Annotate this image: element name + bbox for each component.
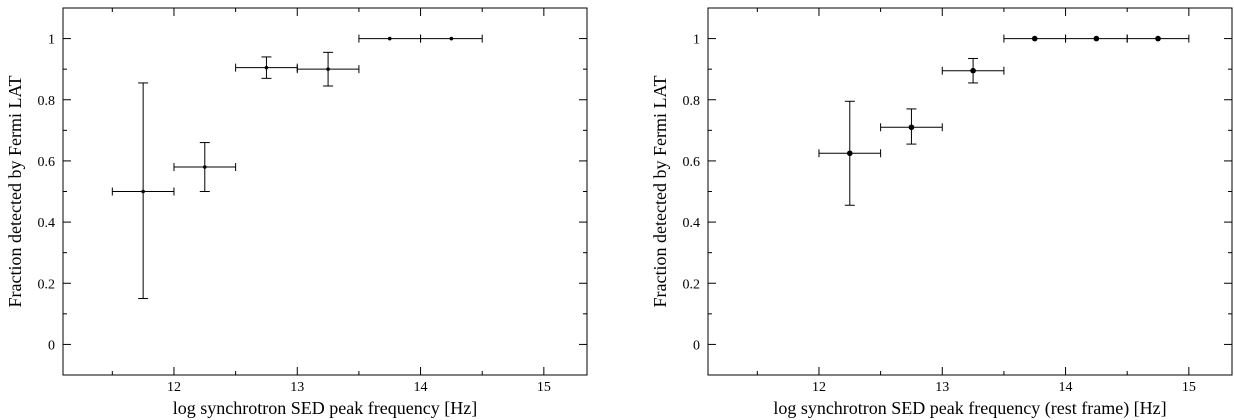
- y-tick-label: 0: [693, 338, 700, 353]
- data-marker: [387, 36, 392, 41]
- data-marker: [1031, 35, 1038, 42]
- data-point: [111, 82, 175, 300]
- y-tick-label: 0.4: [683, 216, 701, 231]
- data-point: [358, 34, 422, 43]
- x-tick-label: 14: [1059, 380, 1073, 395]
- data-point: [880, 108, 943, 145]
- y-tick-label: 0.8: [683, 94, 701, 109]
- x-tick-label: 15: [1182, 380, 1196, 395]
- data-marker: [846, 150, 853, 157]
- data-marker: [202, 165, 207, 169]
- chart-panel-1: 12 13 14 15 0 0.2 0.4 0.6 0.8 1 log synchrotron SE…: [5, 7, 588, 418]
- x-tick-label: 13: [935, 380, 949, 395]
- x-tick-label: 14: [414, 380, 428, 395]
- data-point: [420, 34, 483, 43]
- x-tick-label: 13: [290, 380, 304, 395]
- data-marker: [449, 36, 454, 41]
- data-point: [235, 56, 298, 79]
- x-tick-label: 15: [537, 380, 551, 395]
- data-point: [1126, 34, 1190, 43]
- data-marker: [970, 67, 976, 74]
- data-marker: [1093, 35, 1100, 42]
- data-marker: [1155, 35, 1161, 42]
- chart-panel-2: 12 13 14 15 0 0.2 0.4 0.6 0.8 1 log synchrotron SE…: [650, 7, 1233, 419]
- y-tick-label: 0.8: [38, 94, 56, 109]
- data-marker: [908, 124, 915, 131]
- y-tick-label: 0.4: [38, 216, 56, 231]
- x-axis-label: log synchrotron SED peak frequency [Hz]: [173, 398, 477, 418]
- x-tick-label: 12: [812, 380, 826, 395]
- y-axis-label: Fraction detected by Fermi LAT: [5, 76, 25, 308]
- data-point: [818, 100, 882, 206]
- data-point: [1003, 34, 1067, 43]
- y-tick-label: 0: [48, 338, 55, 353]
- x-axis-label: log synchrotron SED peak frequency (rest…: [773, 398, 1166, 419]
- y-axis-label: Fraction detected by Fermi LAT: [650, 76, 670, 308]
- y-tick-label: 0.2: [683, 277, 701, 292]
- y-tick-label: 0.6: [683, 155, 701, 170]
- data-point: [941, 57, 1005, 84]
- y-tick-label: 1: [48, 33, 55, 48]
- data-marker: [264, 65, 269, 70]
- data-marker: [326, 67, 330, 71]
- y-tick-label: 0.2: [38, 277, 56, 292]
- data-point: [173, 142, 237, 192]
- x-tick-label: 12: [167, 380, 181, 395]
- data-point: [1065, 34, 1128, 43]
- plot-frame: [707, 7, 1233, 376]
- y-tick-label: 0.6: [38, 155, 56, 170]
- data-marker: [141, 189, 145, 194]
- data-point: [296, 51, 360, 87]
- y-tick-label: 1: [693, 33, 700, 48]
